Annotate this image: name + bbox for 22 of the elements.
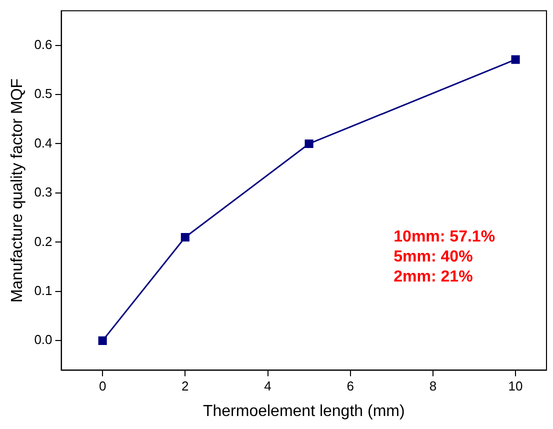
annotation: 5mm: 40% (394, 248, 473, 266)
y-tick-label: 0.2 (34, 234, 52, 249)
x-tick-label: 6 (346, 378, 354, 394)
x-tick-label: 2 (182, 378, 189, 394)
point (180, 232, 190, 242)
y-tick-label: 0.6 (34, 36, 52, 52)
y-tick-label: 0.1 (34, 283, 52, 298)
y-axis-title: Manufacture quality factor MQF (9, 78, 26, 303)
y-tick-label: 0.4 (34, 135, 52, 150)
x-tick-label: 0 (98, 378, 106, 394)
point (304, 139, 314, 148)
x-tick-label: 4 (264, 378, 272, 394)
x-tick-label: 8 (429, 378, 437, 394)
annotation: 10mm: 57.1% (394, 228, 496, 246)
x-axis-title: Thermoelement length (mm) (202, 402, 405, 420)
point (98, 336, 107, 345)
y-tick-label: 0.3 (34, 184, 52, 200)
y-tick-label: 0.5 (34, 86, 52, 102)
x-tick-label: 10 (508, 378, 523, 394)
point (511, 55, 520, 64)
annotation: 2mm: 21% (394, 268, 473, 286)
y-tick-label: 0.0 (34, 332, 52, 348)
